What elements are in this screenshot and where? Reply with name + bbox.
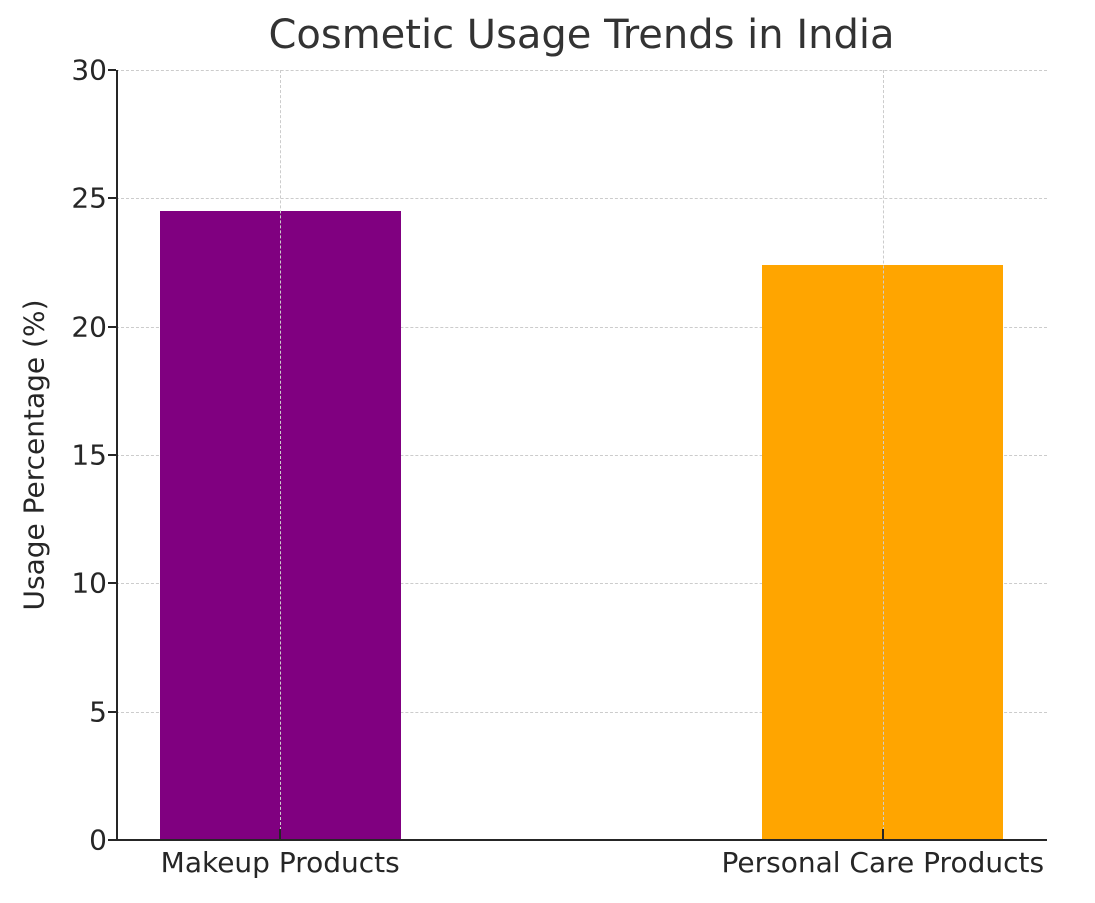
y-tick-label: 20 (71, 310, 107, 344)
gridline-horizontal (116, 198, 1047, 200)
y-tick-mark (108, 710, 116, 713)
y-axis-line (116, 70, 118, 841)
y-tick-label: 10 (71, 566, 107, 600)
y-tick-mark (108, 325, 116, 328)
y-tick-label: 0 (89, 823, 107, 857)
x-tick-label: Makeup Products (160, 846, 400, 879)
chart-title: Cosmetic Usage Trends in India (268, 12, 895, 58)
y-tick-label: 5 (89, 695, 107, 729)
y-axis-label: Usage Percentage (%) (17, 299, 51, 611)
y-tick-label: 25 (71, 181, 107, 215)
gridline-vertical (882, 70, 884, 840)
gridline-horizontal (116, 583, 1047, 585)
y-tick-mark (108, 582, 116, 585)
gridline-vertical (280, 70, 282, 840)
y-tick-label: 15 (71, 438, 107, 472)
plot-area (116, 70, 1047, 840)
y-tick-mark (108, 454, 116, 456)
gridline-horizontal (116, 326, 1047, 328)
x-tick-mark (881, 829, 884, 839)
y-tick-mark (108, 69, 116, 71)
gridline-horizontal (116, 455, 1047, 456)
y-tick-mark (108, 839, 116, 841)
y-tick-label: 30 (71, 53, 107, 87)
gridline-horizontal (116, 711, 1047, 713)
x-tick-label: Personal Care Products (721, 846, 1045, 879)
y-tick-mark (108, 197, 116, 200)
x-tick-mark (279, 829, 282, 839)
gridline-horizontal (116, 70, 1047, 71)
x-axis-line (116, 839, 1047, 841)
